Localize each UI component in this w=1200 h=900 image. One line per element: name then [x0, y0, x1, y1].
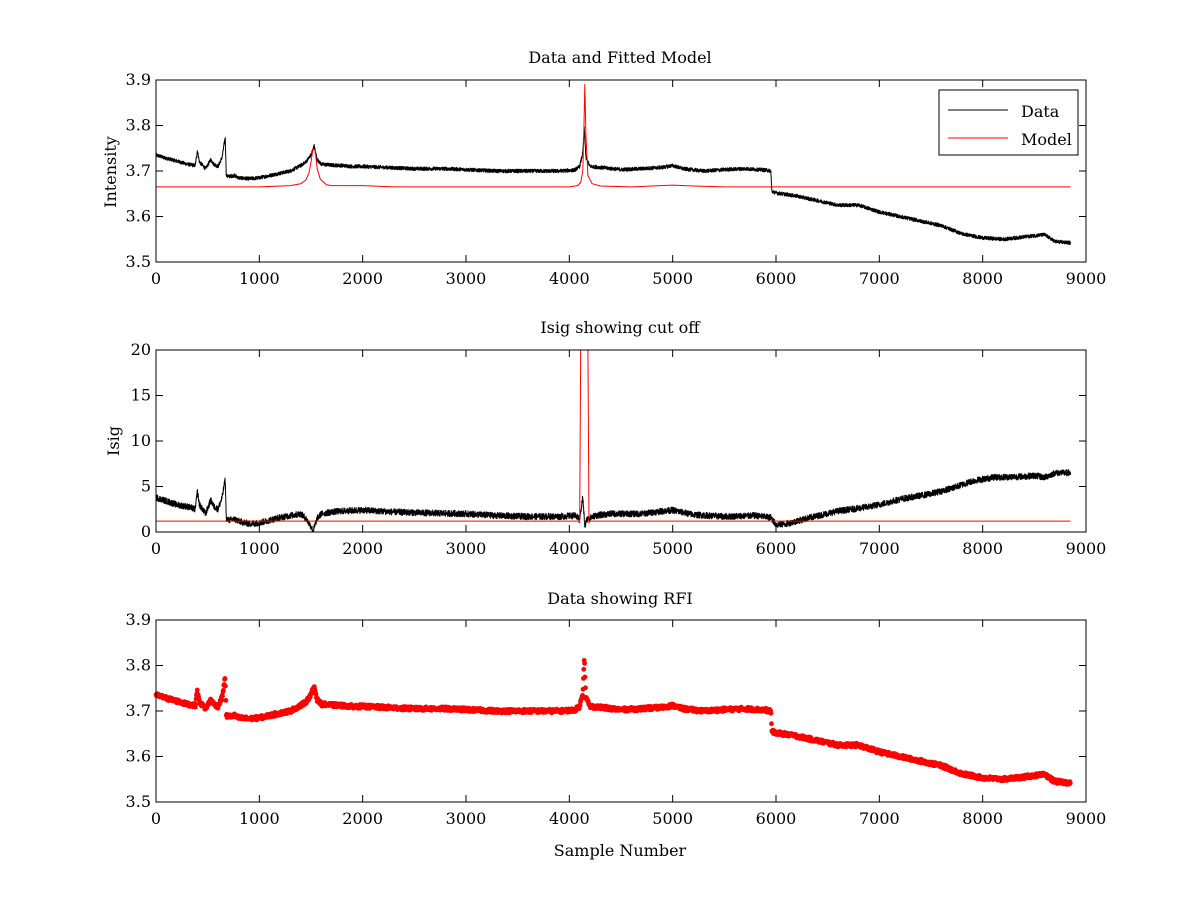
x-tick-label: 5000: [652, 269, 693, 288]
x-tick-label: 3000: [446, 269, 487, 288]
x-tick-label: 0: [151, 809, 161, 828]
x-tick-label: 2000: [342, 539, 383, 558]
x-tick-label: 3000: [446, 809, 487, 828]
scatter-point: [583, 685, 588, 691]
chart-2-title: Isig showing cut off: [540, 318, 701, 337]
chart-1-title: Data and Fitted Model: [528, 48, 711, 67]
chart-2-ylabel: Isig: [104, 426, 123, 456]
y-tick-label: 3.8: [126, 656, 151, 675]
scatter-point: [219, 697, 225, 703]
x-tick-label: 8000: [962, 269, 1003, 288]
x-tick-label: 7000: [859, 809, 900, 828]
legend-label-data: Data: [1021, 102, 1060, 121]
x-tick-label: 0: [151, 539, 161, 558]
x-tick-label: 2000: [342, 809, 383, 828]
chart-3-series: [153, 658, 1073, 787]
x-tick-label: 5000: [652, 539, 693, 558]
chart-1-legend: Data Model: [938, 89, 1079, 156]
y-tick-label: 3.5: [126, 792, 151, 811]
x-tick-label: 1000: [239, 809, 280, 828]
x-tick-label: 3000: [446, 539, 487, 558]
x-tick-label: 6000: [756, 809, 797, 828]
x-tick-label: 2000: [342, 269, 383, 288]
x-tick-label: 6000: [756, 539, 797, 558]
scatter-point: [221, 687, 226, 693]
scatter-point: [581, 666, 587, 672]
scatter-point: [193, 702, 199, 707]
x-tick-label: 1000: [239, 539, 280, 558]
x-tick-label: 6000: [756, 269, 797, 288]
x-tick-label: 4000: [549, 809, 590, 828]
line-series-2: [156, 350, 1071, 524]
x-tick-label: 7000: [859, 269, 900, 288]
x-tick-label: 9000: [1066, 539, 1107, 558]
line-series-model: [156, 84, 1071, 188]
y-tick-label: 3.8: [126, 116, 151, 135]
y-tick-label: 3.9: [126, 70, 151, 89]
x-tick-label: 0: [151, 269, 161, 288]
y-tick-label: 3.6: [126, 747, 151, 766]
chart-2-series: [156, 350, 1071, 532]
y-tick-label: 15: [131, 386, 151, 405]
chart-3-xlabel: Sample Number: [554, 841, 687, 860]
x-tick-label: 4000: [549, 539, 590, 558]
scatter-point: [769, 721, 774, 727]
scatter-point: [223, 698, 229, 703]
y-tick-label: 10: [131, 431, 151, 450]
y-tick-label: 20: [131, 340, 151, 359]
x-tick-label: 5000: [652, 809, 693, 828]
chart-panel-3: Data showing RFI 0 1000 2000 3000 4000 5000 60…: [126, 589, 1107, 860]
line-series-1: [156, 469, 1071, 532]
y-tick-label: 3.6: [126, 207, 151, 226]
x-tick-label: 8000: [962, 809, 1003, 828]
chart-1-ylabel: Intensity: [101, 136, 120, 208]
y-tick-label: 3.7: [126, 701, 151, 720]
chart-1-axes: 0 1000 2000 3000 4000 5000 6000 7000 8000 9000 3.5…: [126, 70, 1107, 288]
x-tick-label: 1000: [239, 269, 280, 288]
x-tick-label: 9000: [1066, 809, 1107, 828]
scatter-point: [768, 710, 774, 716]
scatter-point: [313, 691, 319, 697]
legend-label-model: Model: [1021, 130, 1072, 149]
scatter-point: [577, 703, 583, 708]
y-tick-label: 3.9: [126, 610, 151, 629]
chart-panel-2: Isig showing cut off Isig 0 1000 2000 3000 4…: [104, 318, 1106, 558]
y-tick-label: 5: [141, 477, 151, 496]
scatter-point: [223, 683, 228, 689]
chart-3-axes: 0 1000 2000 3000 4000 5000 6000 7000 8000 9000 3.5…: [126, 610, 1107, 828]
scatter-point: [582, 674, 588, 680]
scatter-point: [1067, 780, 1073, 786]
scatter-point: [582, 661, 587, 666]
y-tick-label: 3.7: [126, 161, 151, 180]
chart-1-series: [155, 84, 1071, 245]
x-tick-label: 9000: [1066, 269, 1107, 288]
y-tick-label: 0: [141, 522, 151, 541]
x-tick-label: 4000: [549, 269, 590, 288]
scatter-point: [220, 693, 225, 699]
scatter-point: [194, 687, 200, 693]
scatter-series-1: [153, 658, 1073, 787]
y-tick-label: 3.5: [126, 252, 151, 271]
x-tick-label: 8000: [962, 539, 1003, 558]
x-tick-label: 7000: [859, 539, 900, 558]
chart-3-title: Data showing RFI: [547, 589, 692, 608]
line-series-data: [155, 126, 1071, 245]
scatter-point: [580, 693, 585, 698]
chart-2-axes: 0 1000 2000 3000 4000 5000 6000 7000 8000 9000 0 5 1…: [131, 340, 1107, 558]
scatter-point: [222, 676, 228, 681]
scatter-point: [309, 691, 315, 696]
chart-panel-1: Data and Fitted Model Intensity 0 1000 200…: [101, 48, 1106, 288]
